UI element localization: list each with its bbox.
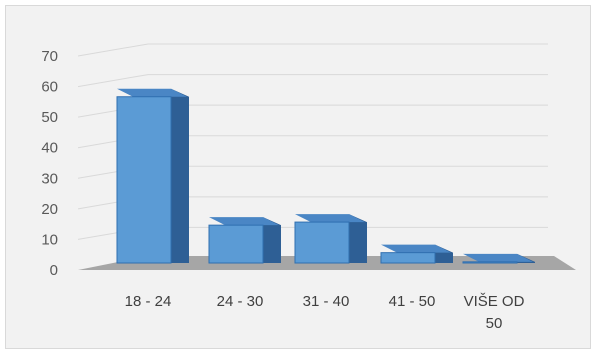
y-tick-label: 50 [41, 109, 58, 126]
chart-area [5, 5, 591, 349]
bar-top [463, 253, 533, 262]
bar-side [171, 88, 189, 263]
y-tick-label: 40 [41, 140, 58, 157]
bar-side [263, 217, 281, 263]
y-tick-label: 70 [41, 48, 58, 65]
gridline-perspective [77, 43, 149, 57]
bar [208, 224, 264, 264]
bar-top [117, 88, 187, 97]
bar-top [209, 217, 279, 226]
y-tick-label: 30 [41, 170, 58, 187]
x-tick-label: VIŠE OD [464, 293, 525, 310]
bar-top [381, 244, 451, 253]
y-tick-label: 0 [50, 262, 58, 279]
x-tick-label: 50 [486, 315, 503, 332]
x-tick-label: 41 - 50 [389, 293, 436, 310]
bar [462, 261, 518, 264]
bar [294, 221, 350, 264]
gridline-perspective [77, 74, 149, 88]
bar [116, 96, 172, 264]
x-tick-label: 31 - 40 [303, 293, 350, 310]
x-tick-label: 24 - 30 [217, 293, 264, 310]
bar-top [295, 214, 365, 223]
x-tick-label: 18 - 24 [125, 293, 172, 310]
y-tick-label: 20 [41, 201, 58, 218]
y-tick-label: 60 [41, 79, 58, 96]
bar [380, 252, 436, 264]
y-tick-label: 10 [41, 231, 58, 248]
bar-side [349, 214, 367, 263]
